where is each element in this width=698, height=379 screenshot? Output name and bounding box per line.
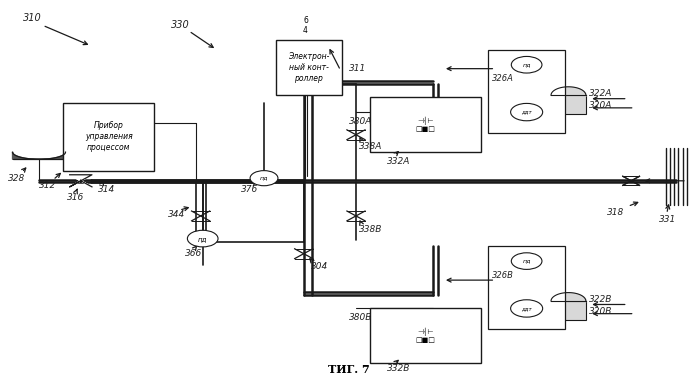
Text: Электрон-
ный конт-
роллер: Электрон- ный конт- роллер <box>288 52 329 83</box>
Text: 366: 366 <box>185 249 202 258</box>
Circle shape <box>187 230 218 247</box>
Text: 338A: 338A <box>359 142 383 150</box>
Text: 380A: 380A <box>349 117 372 126</box>
Bar <box>370 97 482 152</box>
Text: 304: 304 <box>311 262 328 271</box>
Polygon shape <box>70 175 92 181</box>
Text: 326B: 326B <box>492 271 514 280</box>
Bar <box>276 40 342 95</box>
Text: 4: 4 <box>303 26 308 35</box>
Text: 314: 314 <box>98 185 115 194</box>
Bar <box>489 50 565 133</box>
Polygon shape <box>13 152 66 159</box>
Text: 310: 310 <box>23 13 42 23</box>
Text: 322B: 322B <box>589 295 613 304</box>
Text: 318: 318 <box>607 208 624 217</box>
Text: 311: 311 <box>349 64 366 73</box>
Text: ⊣┤⊢
□■□: ⊣┤⊢ □■□ <box>416 328 436 343</box>
Circle shape <box>511 300 542 317</box>
Text: 344: 344 <box>168 210 185 219</box>
Text: пд: пд <box>260 176 268 181</box>
Text: 320A: 320A <box>589 101 613 110</box>
Text: ддт: ддт <box>521 110 532 114</box>
Text: 338B: 338B <box>359 225 383 233</box>
Text: ⊣┤⊢
□■□: ⊣┤⊢ □■□ <box>416 117 436 132</box>
Text: 326A: 326A <box>492 74 514 83</box>
Text: ддт: ддт <box>521 306 532 311</box>
Text: 380B: 380B <box>349 313 372 323</box>
Text: 322A: 322A <box>589 89 613 98</box>
Bar <box>551 95 586 114</box>
Text: ΤИГ. 7: ΤИГ. 7 <box>328 363 370 374</box>
Text: 320B: 320B <box>589 307 613 316</box>
Text: 332B: 332B <box>387 364 410 373</box>
Bar <box>489 246 565 329</box>
Bar <box>64 103 154 171</box>
Text: 332A: 332A <box>387 157 410 166</box>
Circle shape <box>511 103 542 121</box>
Circle shape <box>250 171 278 186</box>
Text: 6: 6 <box>303 16 308 25</box>
Text: пд: пд <box>522 62 531 67</box>
Circle shape <box>512 56 542 73</box>
Polygon shape <box>70 181 92 187</box>
Text: пд: пд <box>522 258 531 264</box>
Bar <box>370 309 482 363</box>
Text: Прибор
управления
процессом: Прибор управления процессом <box>84 121 133 152</box>
Text: 312: 312 <box>39 181 57 190</box>
Text: 376: 376 <box>241 185 258 194</box>
Text: пд: пд <box>198 236 207 241</box>
Text: 316: 316 <box>67 193 84 202</box>
Text: 328: 328 <box>8 174 25 183</box>
Circle shape <box>512 253 542 269</box>
Text: 331: 331 <box>659 215 676 224</box>
Bar <box>551 301 586 320</box>
Text: 330: 330 <box>172 20 190 30</box>
